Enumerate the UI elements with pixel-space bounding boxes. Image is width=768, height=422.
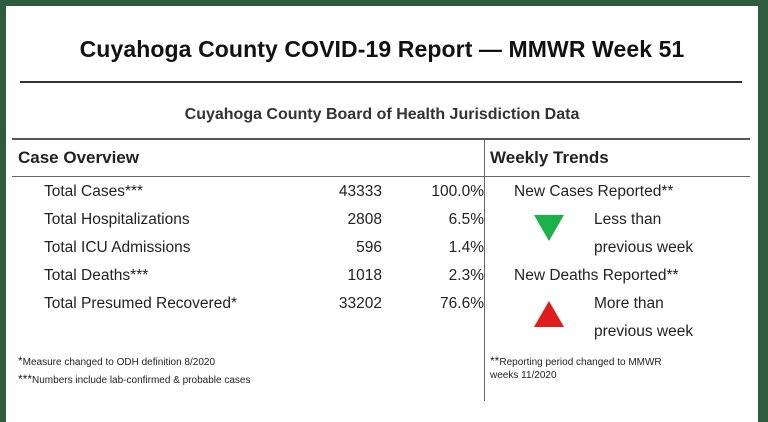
report-card: Cuyahoga County COVID-19 Report — MMWR W…	[6, 6, 758, 422]
row-count: 1018	[347, 267, 382, 284]
triangle-down-icon	[534, 215, 564, 241]
row-count: 596	[356, 239, 382, 256]
new-deaths-trend-line2: previous week	[594, 323, 694, 340]
table-row: Total Hospitalizations 2808 6.5%	[44, 211, 484, 235]
row-percent: 2.3%	[448, 267, 484, 284]
report-subtitle: Cuyahoga County Board of Health Jurisdic…	[184, 106, 580, 123]
row-percent: 6.5%	[448, 211, 484, 228]
new-cases-trend-line2: previous week	[594, 239, 694, 256]
table-row: Total Presumed Recovered* 33202 76.6%	[44, 295, 484, 319]
report-title: Cuyahoga County COVID-19 Report — MMWR W…	[79, 36, 685, 62]
row-label: Total Cases***	[44, 183, 144, 200]
new-cases-trend-line1: Less than	[594, 211, 662, 228]
row-count: 33202	[338, 295, 382, 312]
table-row: Total Deaths*** 1018 2.3%	[44, 267, 484, 291]
row-label: Total Presumed Recovered*	[44, 295, 237, 312]
table-row: Total ICU Admissions 596 1.4%	[44, 239, 484, 263]
row-percent: 1.4%	[448, 239, 484, 256]
new-deaths-trend-line1: More than	[594, 295, 664, 312]
table-row: Total Cases*** 43333 100.0%	[44, 183, 484, 207]
weekly-trends-heading: Weekly Trends	[490, 148, 609, 167]
case-overview-heading: Case Overview	[18, 148, 139, 167]
footnote-numbers: ***Numbers include lab-confirmed & proba…	[18, 372, 251, 387]
row-label: Total Deaths***	[44, 267, 149, 284]
triangle-up-icon	[534, 301, 564, 327]
row-count: 2808	[347, 211, 382, 228]
row-count: 43333	[338, 183, 382, 200]
new-cases-label: New Cases Reported**	[514, 183, 674, 200]
header-divider	[12, 176, 750, 177]
column-divider	[484, 139, 485, 401]
row-label: Total ICU Admissions	[44, 239, 191, 256]
row-label: Total Hospitalizations	[44, 211, 190, 228]
row-percent: 100.0%	[431, 183, 484, 200]
title-divider	[20, 81, 742, 83]
new-deaths-label: New Deaths Reported**	[514, 267, 679, 284]
table-top-border	[12, 138, 750, 140]
footnote-measure: *Measure changed to ODH definition 8/202…	[18, 354, 216, 369]
row-percent: 76.6%	[440, 295, 484, 312]
footnote-reporting: **Reporting period changed to MMWR weeks…	[490, 354, 662, 382]
